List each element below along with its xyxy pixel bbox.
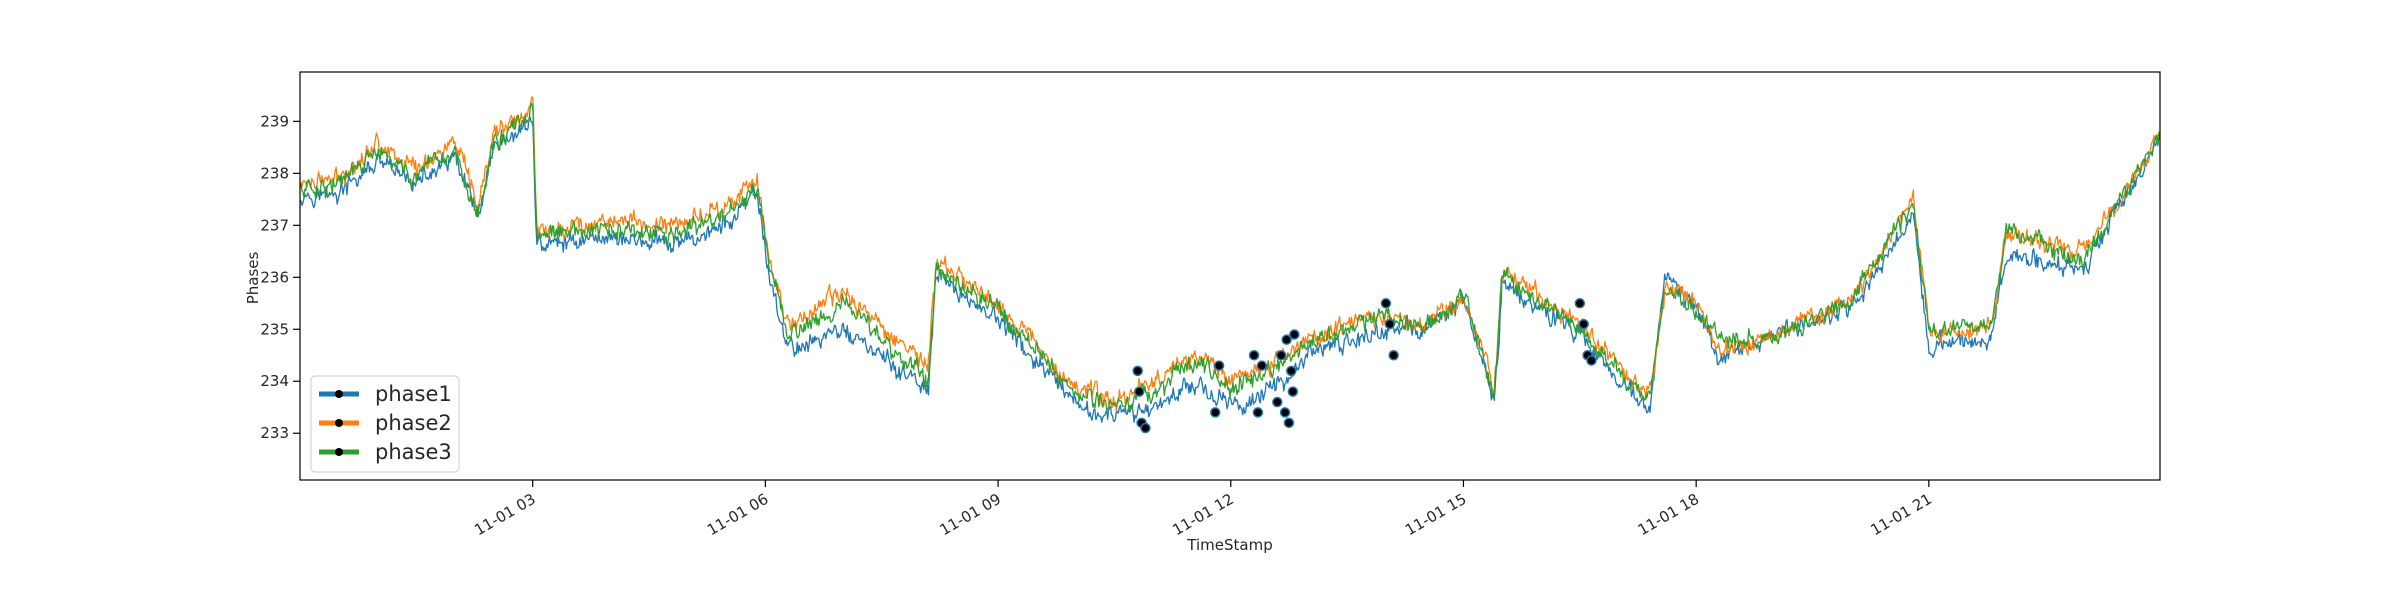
highlight-point — [1283, 417, 1295, 429]
legend-box — [310, 375, 460, 473]
series-line-phase1 — [300, 116, 2160, 423]
highlight-point — [1248, 350, 1260, 361]
legend-marker-phase3 — [335, 448, 343, 456]
highlight-point — [1132, 365, 1143, 377]
x-tick-label: 11-01 21 — [1867, 490, 1934, 539]
highlight-point — [1272, 396, 1283, 408]
series-layer — [300, 95, 2160, 423]
highlight-point — [1380, 298, 1392, 309]
highlight-point — [1289, 329, 1300, 340]
legend-marker-phase1 — [335, 390, 343, 398]
x-axis: 11-01 03 11-01 06 11-01 09 11-01 12 11-01 15… — [471, 480, 1935, 539]
legend: phase1 phase2 phase3 — [310, 375, 460, 473]
x-tick-label: 11-01 15 — [1402, 490, 1469, 539]
y-axis-label: Phases — [244, 252, 262, 305]
legend-label-phase3: phase3 — [375, 440, 452, 464]
highlight-point — [1286, 365, 1297, 377]
highlight-point — [1140, 422, 1151, 434]
highlight-marker-layer — [1132, 298, 1597, 434]
highlight-point — [1281, 334, 1292, 345]
x-tick-label: 11-01 12 — [1169, 490, 1236, 539]
x-tick-label: 11-01 18 — [1635, 490, 1702, 539]
highlight-point — [1252, 407, 1264, 418]
highlight-point — [1287, 386, 1299, 397]
y-tick-label: 239 — [260, 112, 289, 130]
x-tick-label: 11-01 09 — [937, 490, 1004, 539]
legend-label-phase1: phase1 — [375, 382, 452, 406]
y-tick-label: 233 — [260, 424, 289, 442]
y-tick-label: 235 — [260, 320, 289, 338]
x-tick-label: 11-01 03 — [471, 490, 538, 539]
highlight-point — [1210, 407, 1221, 418]
y-axis: 233 234 235 236 237 238 239 — [260, 112, 300, 442]
highlight-point — [1133, 386, 1145, 397]
legend-label-phase2: phase2 — [375, 411, 452, 435]
series-line-phase3 — [300, 102, 2160, 413]
highlight-point — [1384, 318, 1396, 330]
x-tick-label: 11-01 06 — [704, 490, 771, 539]
highlight-point — [1279, 407, 1291, 418]
plot-frame — [299, 71, 2161, 481]
highlight-point — [1574, 298, 1586, 309]
highlight-point — [1586, 355, 1597, 366]
highlight-point — [1256, 360, 1268, 371]
highlight-point — [1388, 350, 1399, 361]
y-tick-label: 234 — [260, 372, 289, 390]
y-tick-label: 237 — [260, 216, 289, 234]
highlight-point — [1578, 318, 1589, 330]
y-tick-label: 238 — [260, 164, 289, 182]
legend-marker-phase2 — [335, 419, 343, 427]
y-tick-label: 236 — [260, 268, 289, 286]
highlight-point — [1275, 350, 1287, 361]
series-line-phase2 — [300, 95, 2160, 412]
highlight-point — [1213, 360, 1225, 371]
x-axis-label: TimeStamp — [1186, 536, 1272, 554]
